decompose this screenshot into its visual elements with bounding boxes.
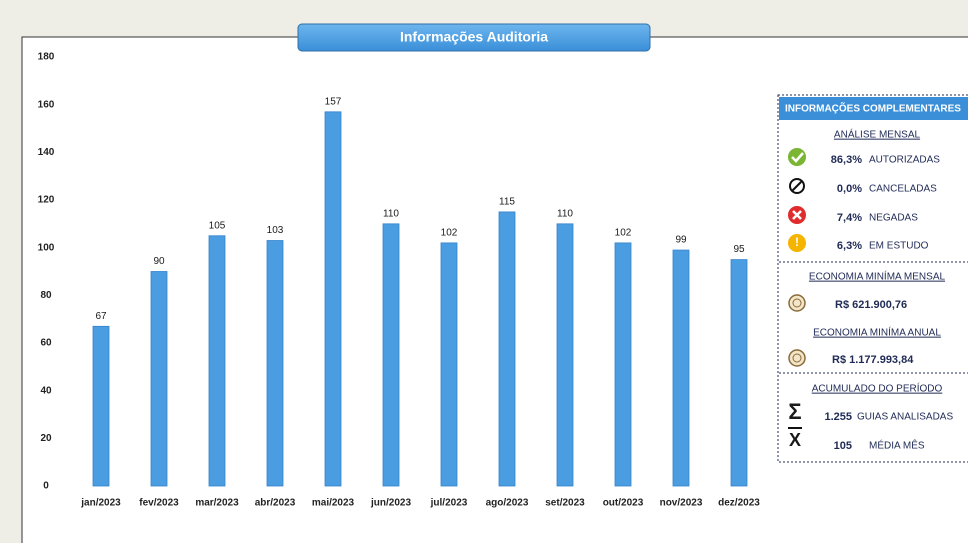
stat-value: 6,3% (837, 240, 862, 252)
title-box (297, 23, 651, 52)
x-tick-label: out/2023 (603, 498, 644, 509)
bar (208, 235, 226, 487)
bar (324, 111, 342, 487)
y-tick-label: 120 (38, 195, 55, 206)
icon-coin (788, 349, 806, 367)
section-heading: ANÁLISE MENSAL (834, 128, 921, 141)
economy-annual-value: R$ 1.177.993,84 (832, 354, 914, 366)
data-label: 99 (675, 235, 687, 246)
section-heading: ECONOMIA MINÍMA MENSAL (809, 270, 946, 283)
stat-label: CANCELADAS (869, 184, 937, 195)
stat-value: 1.255 (824, 411, 852, 423)
stat-value: 105 (834, 440, 852, 452)
x-tick-label: ago/2023 (486, 498, 529, 509)
stat-label: AUTORIZADAS (869, 155, 940, 166)
bar (614, 242, 632, 487)
icon-study (788, 234, 806, 252)
bar (440, 242, 458, 487)
icon-coin-inner (792, 298, 802, 308)
bar (382, 223, 400, 487)
icon-sigma: Σ (788, 399, 801, 424)
y-tick-label: 160 (38, 99, 55, 110)
data-label: 95 (733, 244, 745, 255)
x-tick-label: jan/2023 (80, 498, 121, 509)
y-tick-label: 180 (38, 52, 55, 63)
x-tick-label: jul/2023 (430, 498, 468, 509)
y-tick-label: 60 (40, 338, 52, 349)
y-tick-label: 40 (40, 385, 52, 396)
data-label: 110 (557, 208, 573, 219)
y-tick-label: 20 (40, 433, 52, 444)
y-tick-label: 80 (40, 290, 52, 301)
bar (92, 325, 110, 487)
icon-cancel (789, 178, 805, 194)
data-label: 67 (95, 311, 107, 322)
x-tick-label: nov/2023 (660, 498, 703, 509)
icon-denied-x (792, 210, 802, 220)
bar (150, 271, 168, 487)
icon-coin (788, 294, 806, 312)
x-tick-label: mar/2023 (195, 498, 239, 509)
data-label: 90 (153, 256, 165, 267)
bar (672, 249, 690, 487)
y-tick-label: 100 (38, 242, 55, 253)
stat-label: MÉDIA MÊS (869, 439, 925, 452)
info-panel (777, 94, 968, 463)
data-label: 110 (383, 208, 399, 219)
bar (556, 223, 574, 487)
data-label: 105 (209, 220, 226, 231)
stat-label: EM ESTUDO (869, 241, 929, 252)
x-tick-label: fev/2023 (139, 498, 179, 509)
icon-check (788, 148, 806, 166)
icon-coin-inner (792, 353, 802, 363)
data-label: 102 (615, 228, 632, 239)
icon-xbar: X (789, 430, 801, 450)
stat-label: NEGADAS (869, 213, 918, 224)
x-tick-label: dez/2023 (718, 498, 760, 509)
bar (730, 259, 748, 487)
section-heading: ACUMULADO DO PERÍODO (812, 382, 943, 395)
section-heading: ECONOMIA MINÍMA ANUAL (813, 326, 941, 339)
bar (266, 240, 284, 487)
data-label: 102 (441, 228, 458, 239)
x-tick-label: set/2023 (545, 498, 585, 509)
stat-label: GUIAS ANALISADAS (857, 412, 953, 423)
bar (498, 211, 516, 487)
icon-check-mark (791, 152, 804, 163)
chart-title: Informações Auditoria (400, 29, 548, 45)
panel-title: INFORMAÇÕES COMPLEMENTARES (785, 102, 961, 115)
data-label: 103 (267, 225, 284, 236)
stat-value: 7,4% (837, 212, 862, 224)
y-tick-label: 140 (38, 147, 55, 158)
x-tick-label: mai/2023 (312, 498, 355, 509)
panel-header (779, 97, 968, 120)
x-tick-label: abr/2023 (255, 498, 296, 509)
x-tick-label: jun/2023 (370, 498, 411, 509)
icon-study-mark: ! (795, 235, 799, 249)
economy-monthly-value: R$ 621.900,76 (835, 299, 907, 311)
stat-value: 0,0% (837, 183, 862, 195)
data-label: 157 (325, 96, 342, 107)
icon-cancel-bar (791, 180, 803, 192)
stat-value: 86,3% (831, 154, 862, 166)
data-label: 115 (499, 197, 515, 208)
y-tick-label: 0 (43, 481, 49, 492)
